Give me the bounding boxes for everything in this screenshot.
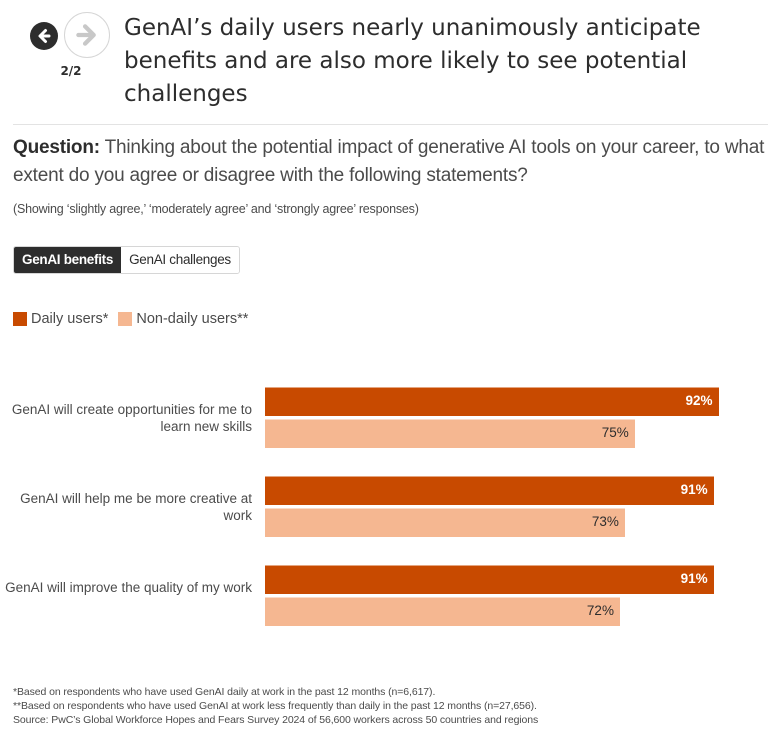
- tab-bar: GenAI benefits GenAI challenges: [13, 246, 240, 274]
- question-body: Thinking about the potential impact of g…: [13, 137, 765, 186]
- data-label-non-daily-users-1: 75%: [601, 425, 629, 440]
- footnote-source: Source: PwC’s Global Workforce Hopes and…: [13, 714, 539, 726]
- legend-item-daily: Daily users*: [13, 311, 108, 327]
- tab-genai-benefits[interactable]: GenAI benefits: [14, 247, 122, 273]
- bar-daily-users-1: [265, 387, 719, 416]
- chart-title: GenAI’s daily users nearly unanimously a…: [124, 15, 701, 107]
- page-counter: 2/2: [60, 64, 82, 78]
- bar-daily-users-2: [265, 476, 714, 505]
- data-label-non-daily-users-3: 72%: [586, 603, 614, 618]
- data-label-non-daily-users-2: 73%: [591, 514, 619, 529]
- legend-label-daily: Daily users*: [31, 311, 109, 327]
- divider: [13, 124, 768, 125]
- data-label-daily-users-2: 91%: [680, 482, 708, 497]
- tab-genai-challenges[interactable]: GenAI challenges: [121, 247, 239, 273]
- bar-non-daily-users-2: [265, 508, 625, 537]
- question-text: Question: Thinking about the potential i…: [13, 134, 773, 190]
- response-note: (Showing ‘slightly agree,’ ‘moderately a…: [13, 202, 419, 216]
- category-label: GenAI will help me be more creative at w…: [20, 491, 252, 523]
- footnote-non-daily: **Based on respondents who have used Gen…: [13, 700, 537, 712]
- data-label-daily-users-1: 92%: [685, 393, 713, 408]
- bar-daily-users-3: [265, 565, 714, 594]
- legend-swatch-non-daily: [118, 312, 133, 326]
- category-label: GenAI will improve the quality of my wor…: [5, 580, 252, 595]
- next-button[interactable]: [64, 12, 110, 58]
- legend: Daily users* Non-daily users**: [13, 311, 258, 327]
- footnote-daily: *Based on respondents who have used GenA…: [13, 686, 436, 698]
- arrow-right-icon: [76, 24, 96, 46]
- bar-non-daily-users-1: [265, 419, 635, 448]
- footnotes: *Based on respondents who have used GenA…: [13, 685, 538, 727]
- arrow-left-icon: [38, 29, 51, 43]
- bar-non-daily-users-3: [265, 597, 620, 626]
- legend-item-non-daily: Non-daily users**: [118, 311, 248, 327]
- category-label: GenAI will create opportunities for me t…: [11, 402, 252, 434]
- legend-label-non-daily: Non-daily users**: [136, 311, 249, 327]
- question-label: Question:: [13, 137, 100, 158]
- legend-swatch-daily: [13, 312, 27, 326]
- previous-button[interactable]: [30, 22, 58, 50]
- data-label-daily-users-3: 91%: [680, 571, 708, 586]
